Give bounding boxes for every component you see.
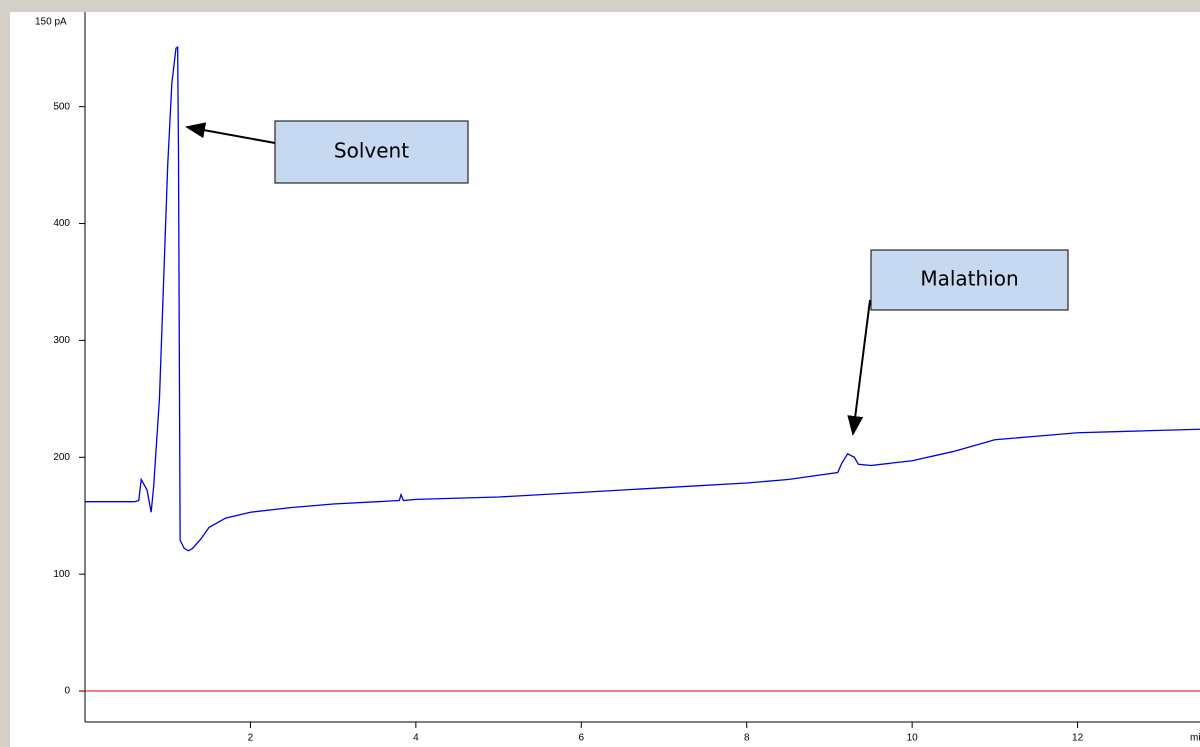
y-tick-label: 200 [53, 452, 70, 463]
y-tick-label: 0 [64, 686, 70, 697]
x-tick-label: 6 [579, 733, 585, 744]
annotation-box [870, 249, 1069, 311]
x-tick-label: 2 [248, 733, 254, 744]
annotation-box [274, 120, 469, 184]
x-tick-label: 10 [907, 733, 919, 744]
x-tick-label: 12 [1072, 733, 1084, 744]
y-tick-label: 500 [53, 101, 70, 112]
y-unit-label: 150 pA [35, 17, 67, 28]
x-tick-label: 8 [744, 733, 750, 744]
plot-panel [10, 12, 1200, 747]
annotation-text: Solvent [334, 139, 409, 163]
y-tick-label: 400 [53, 218, 70, 229]
annotation-arrow [185, 122, 276, 144]
annotation-text: Malathion [920, 267, 1018, 291]
x-tick-label: 4 [413, 733, 419, 744]
y-tick-label: 300 [53, 335, 70, 346]
y-tick-label: 100 [53, 569, 70, 580]
x-unit-label: mi [1190, 733, 1200, 744]
annotation-arrow [847, 299, 871, 436]
trace [85, 45, 1200, 552]
